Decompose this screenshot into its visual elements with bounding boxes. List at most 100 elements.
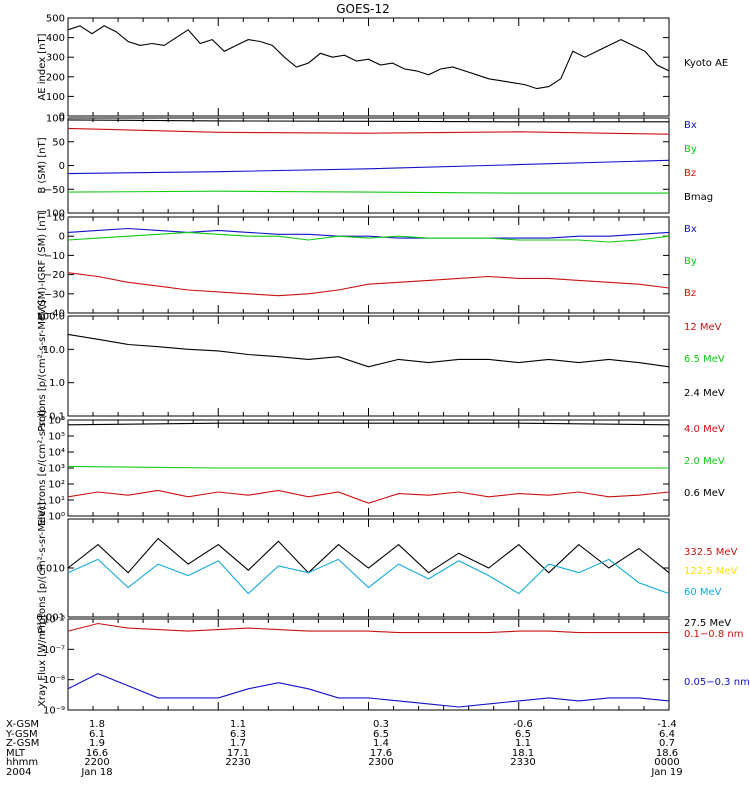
series-line-kyoto-ae: [67, 25, 670, 90]
y-tick-label: 10²: [48, 480, 65, 491]
y-tick-label: 0.001: [36, 613, 65, 624]
legend-label: By: [684, 144, 697, 155]
y-axis-label: Electrons [e/(cm²-s-sr)]: [37, 410, 48, 526]
ephemeris-value: 6.4: [659, 729, 675, 740]
ephemeris-value: 6.5: [373, 729, 389, 740]
y-tick-label: 10⁴: [48, 448, 65, 459]
legend-label: Kyoto AE: [684, 58, 728, 69]
y-tick-label: 10⁰: [48, 512, 65, 523]
y-axis-label: Xray Flux [W/m²]: [37, 622, 48, 707]
ephemeris-value: 1.8: [89, 719, 105, 730]
y-tick-label: 0.1: [49, 412, 65, 423]
y-tick-label: −10: [44, 251, 65, 262]
ephemeris-value: Jan 18: [80, 767, 112, 778]
ephemeris-value: 6.5: [515, 729, 531, 740]
ephemeris-value: 17.6: [370, 748, 392, 759]
y-tick-label: 100: [46, 114, 65, 125]
y-tick-label: −40: [44, 309, 65, 320]
ephemeris-value: 1.1: [230, 719, 246, 730]
series-line-27-5-mev: [67, 537, 670, 574]
series-line-bz: [67, 127, 670, 135]
panel-frame: [67, 315, 670, 417]
y-tick-label: −20: [44, 270, 65, 281]
y-tick-label: 200: [46, 72, 65, 83]
series-line-by: [67, 231, 670, 243]
ephemeris-row-label: X-GSM: [6, 719, 39, 730]
ephemeris-value: 18.1: [512, 748, 534, 759]
series-line-0-05-0-3-nm: [67, 672, 670, 708]
y-tick-label: 10⁻⁷: [43, 645, 65, 656]
y-tick-label: 10⁻⁸: [43, 675, 65, 686]
ephemeris-value: 0.7: [659, 738, 675, 749]
legend-label: Bmag: [684, 192, 713, 203]
legend-label: 0.1−0.8 nm: [684, 629, 743, 640]
ephemeris-value: 1.9: [89, 738, 105, 749]
y-tick-label: 10¹: [48, 496, 65, 507]
ephemeris-value: 16.6: [86, 748, 108, 759]
ephemeris-value: Jan 19: [650, 767, 682, 778]
y-tick-label: 0: [59, 161, 65, 172]
series-line-60-mev: [67, 558, 670, 595]
y-tick-label: 10⁶: [48, 416, 65, 427]
series-line-0-6-mev: [67, 422, 670, 426]
y-tick-label: 100: [46, 92, 65, 103]
ephemeris-value: 6.1: [89, 729, 105, 740]
ephemeris-value: 0000: [654, 757, 679, 768]
panel-2: −100 −50 0 50 100 B (SM) [nT] Bx By Bz Bmag: [37, 114, 713, 220]
ephemeris-value: 2200: [84, 757, 109, 768]
y-tick-label: 400: [46, 33, 65, 44]
chart-title: GOES-12: [336, 2, 390, 16]
y-axis-label: B (SM)-IGRF (SM) [nT]: [37, 210, 48, 319]
y-tick-label: −30: [44, 289, 65, 300]
y-tick-label: 300: [46, 53, 65, 64]
ephemeris-row-label: MLT: [6, 748, 26, 759]
ephemeris-value: -1.4: [657, 719, 677, 730]
legend-label: 12 MeV: [684, 322, 722, 333]
series-line-2-0-mev: [67, 465, 669, 469]
panel-frame: [67, 17, 670, 117]
ephemeris-value: 1.1: [515, 738, 531, 749]
y-tick-label: 0: [59, 112, 65, 123]
y-tick-label: 0: [59, 232, 65, 243]
ephemeris-row-label: Y-GSM: [5, 729, 38, 740]
legend-label: 2.0 MeV: [684, 456, 725, 467]
ephemeris-row-label: hhmm: [6, 757, 38, 768]
ephemeris-value: 17.1: [227, 748, 249, 759]
legend-label: Bx: [684, 120, 697, 131]
y-tick-label: 50: [52, 137, 65, 148]
ephemeris-value: 0.3: [373, 719, 389, 730]
series-line-bx: [67, 227, 670, 239]
series-line-bx: [67, 159, 670, 175]
legend-label: 0.05−0.3 nm: [684, 677, 750, 688]
series-line-bmag: [67, 119, 669, 123]
legend-label: 4.0 MeV: [684, 424, 725, 435]
y-tick-label: 10⁻⁹: [43, 706, 65, 717]
ephemeris-value: -0.6: [513, 719, 533, 730]
ephemeris-row-label: 2004: [6, 767, 31, 778]
legend-label: By: [684, 256, 697, 267]
series-line-2-4-mev: [67, 333, 670, 368]
series-line-0-1-0-8-nm: [67, 622, 669, 634]
ephemeris-value: 6.3: [230, 729, 246, 740]
legend-label: Bz: [684, 288, 696, 299]
y-tick-label: −100: [38, 209, 65, 220]
y-tick-label: 100.0: [36, 312, 65, 323]
series-line-4-0-mev: [67, 489, 670, 504]
y-tick-label: −50: [44, 185, 65, 196]
y-tick-label: 10: [52, 213, 65, 224]
ephemeris-row-label: Z-GSM: [6, 738, 39, 749]
ephemeris-value: 18.6: [656, 748, 678, 759]
y-tick-label: 500: [46, 14, 65, 25]
legend-label: 122.5 MeV: [684, 566, 738, 577]
y-axis-label: B (SM) [nT]: [37, 137, 48, 193]
series-line-by: [67, 190, 669, 194]
y-axis-label: Protons [p/(cm²-s-sr-MeV)]: [37, 300, 48, 432]
